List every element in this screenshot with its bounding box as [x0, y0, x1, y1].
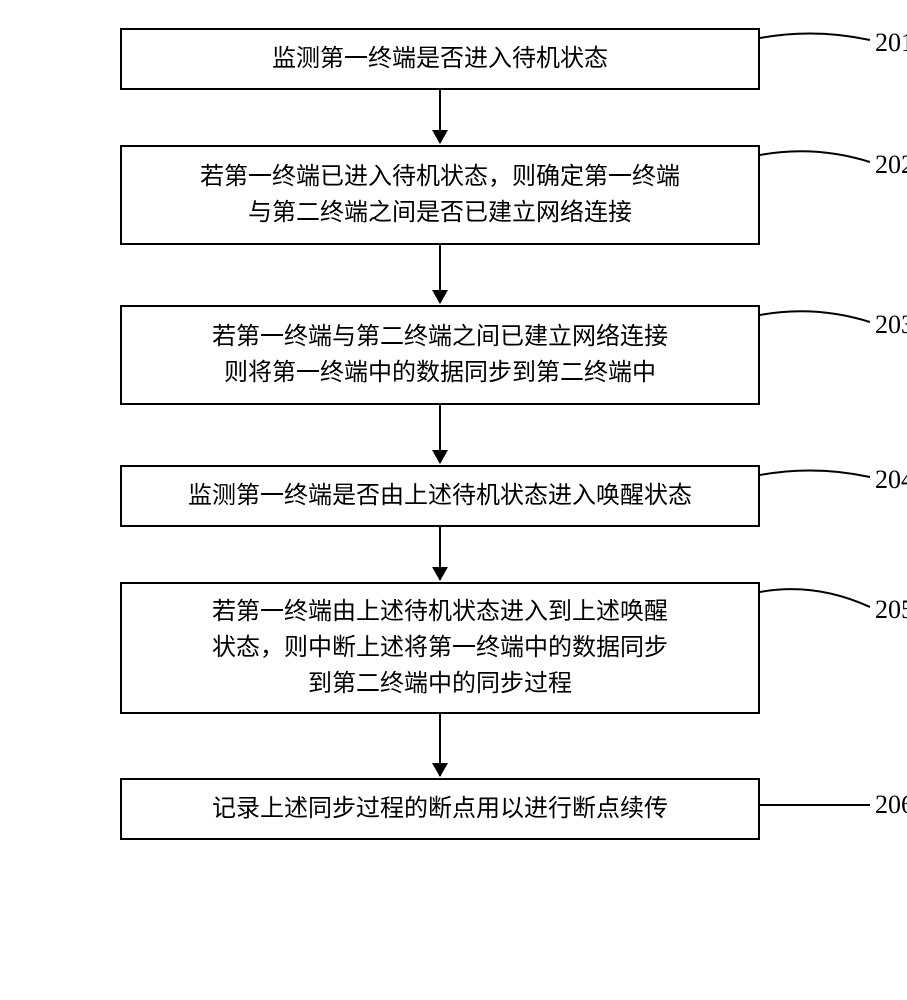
step-label-step206: 206 [875, 790, 907, 820]
flowchart-arrow [439, 90, 441, 143]
leader-line [760, 577, 870, 610]
flowchart-box-text: 监测第一终端是否由上述待机状态进入唤醒状态 [188, 478, 692, 514]
flowchart-arrow [439, 405, 441, 463]
flowchart-box-step203: 若第一终端与第二终端之间已建立网络连接则将第一终端中的数据同步到第二终端中 [120, 305, 760, 405]
flowchart-arrow [439, 245, 441, 303]
arrow-head-icon [432, 763, 448, 777]
flowchart-arrow [439, 527, 441, 580]
step-label-step201: 201 [875, 28, 907, 58]
leader-line [760, 460, 870, 490]
flowchart-box-step202: 若第一终端已进入待机状态，则确定第一终端与第二终端之间是否已建立网络连接 [120, 145, 760, 245]
leader-line [760, 23, 870, 53]
arrow-head-icon [432, 290, 448, 304]
step-label-step202: 202 [875, 150, 907, 180]
flowchart-arrow [439, 714, 441, 776]
step-label-step203: 203 [875, 310, 907, 340]
leader-line [760, 804, 870, 806]
flowchart-box-step201: 监测第一终端是否进入待机状态 [120, 28, 760, 90]
flowchart-box-text: 若第一终端已进入待机状态，则确定第一终端与第二终端之间是否已建立网络连接 [200, 159, 680, 231]
flowchart-box-text: 若第一终端与第二终端之间已建立网络连接则将第一终端中的数据同步到第二终端中 [212, 319, 668, 391]
flowchart-box-step206: 记录上述同步过程的断点用以进行断点续传 [120, 778, 760, 840]
flowchart-container: 监测第一终端是否进入待机状态201若第一终端已进入待机状态，则确定第一终端与第二… [20, 20, 887, 980]
flowchart-box-step205: 若第一终端由上述待机状态进入到上述唤醒状态，则中断上述将第一终端中的数据同步到第… [120, 582, 760, 714]
arrow-head-icon [432, 450, 448, 464]
flowchart-box-text: 若第一终端由上述待机状态进入到上述唤醒状态，则中断上述将第一终端中的数据同步到第… [212, 594, 668, 702]
flowchart-box-text: 监测第一终端是否进入待机状态 [272, 41, 608, 77]
arrow-head-icon [432, 567, 448, 581]
step-label-step205: 205 [875, 595, 907, 625]
leader-line [760, 140, 870, 170]
arrow-head-icon [432, 130, 448, 144]
flowchart-box-step204: 监测第一终端是否由上述待机状态进入唤醒状态 [120, 465, 760, 527]
leader-line [760, 300, 870, 330]
flowchart-box-text: 记录上述同步过程的断点用以进行断点续传 [212, 791, 668, 827]
step-label-step204: 204 [875, 465, 907, 495]
